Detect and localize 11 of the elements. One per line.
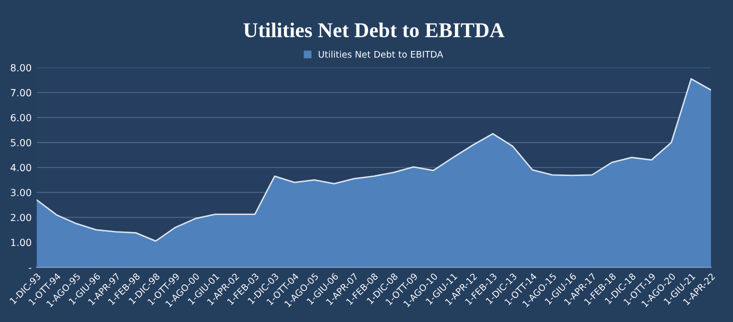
y-tick-label: 7.00 bbox=[10, 89, 32, 96]
y-tick-label: 2.00 bbox=[10, 214, 32, 222]
y-tick-label: 3.00 bbox=[10, 188, 32, 196]
chart-title: Utilities Net Debt to EBITDA bbox=[244, 22, 504, 38]
y-tick-label: 8.00 bbox=[10, 64, 32, 72]
y-tick-label: - bbox=[28, 268, 32, 269]
legend-label: Utilities Net Debt to EBITDA bbox=[318, 50, 444, 58]
y-tick-label: 4.00 bbox=[10, 164, 32, 172]
y-tick-label: 6.00 bbox=[10, 114, 32, 122]
y-tick-label: 1.00 bbox=[11, 238, 32, 246]
y-tick-label: 5.00 bbox=[10, 138, 32, 146]
